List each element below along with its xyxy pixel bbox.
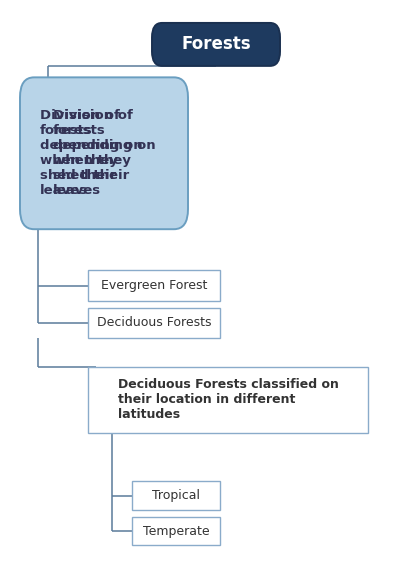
Text: Division of
forests
depending on
when they
shed their
leaves: Division of forests depending on when th… bbox=[53, 109, 155, 197]
Text: Temperate: Temperate bbox=[143, 525, 209, 537]
Text: Deciduous Forests classified on
their location in different
latitudes: Deciduous Forests classified on their lo… bbox=[118, 378, 338, 421]
Text: Forests: Forests bbox=[181, 36, 251, 53]
Bar bbox=[132, 517, 220, 545]
FancyBboxPatch shape bbox=[152, 23, 280, 66]
Text: Tropical: Tropical bbox=[152, 489, 200, 502]
Text: Division of
forests
depending on
when they
shed their
leaves: Division of forests depending on when th… bbox=[40, 109, 143, 197]
Bar bbox=[88, 367, 368, 433]
Bar bbox=[88, 270, 220, 301]
Bar bbox=[88, 308, 220, 338]
FancyBboxPatch shape bbox=[20, 77, 188, 229]
Text: Evergreen Forest: Evergreen Forest bbox=[101, 279, 207, 292]
Text: Deciduous Forests: Deciduous Forests bbox=[97, 316, 211, 329]
Bar bbox=[132, 481, 220, 510]
